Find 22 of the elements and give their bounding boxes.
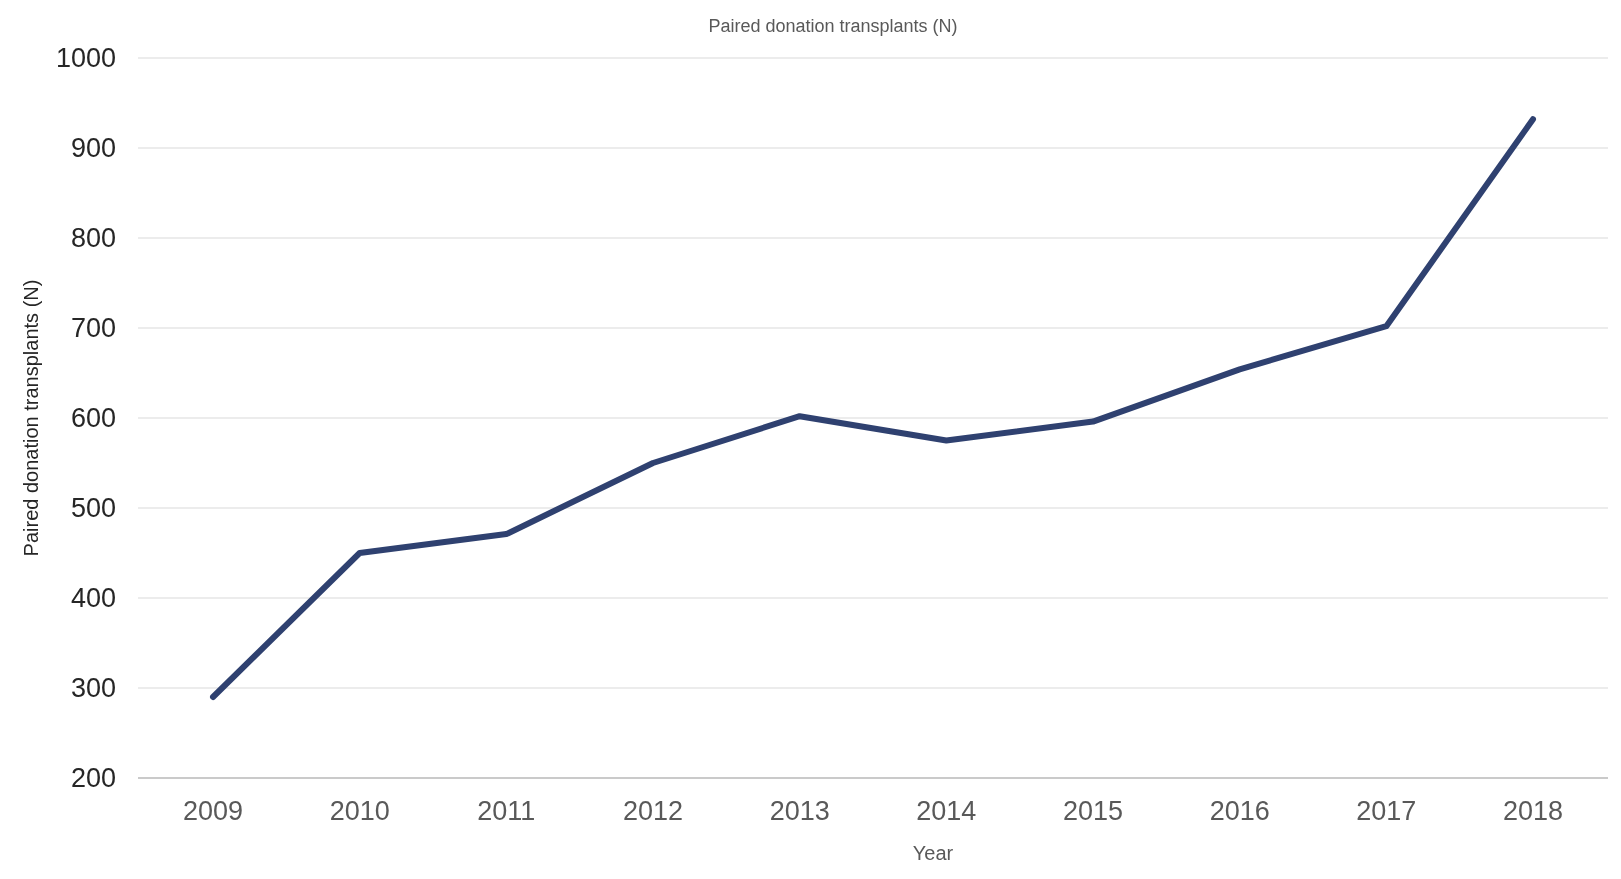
y-tick-label: 300	[70, 673, 116, 704]
x-tick-label: 2014	[916, 796, 977, 826]
y-axis-title: Paired donation transplants (N)	[20, 279, 42, 557]
x-tick-label: 2010	[329, 796, 390, 826]
x-tick-label: 2016	[1209, 796, 1270, 826]
chart-title: Paired donation transplants (N)	[708, 16, 958, 36]
x-axis-title: Year	[912, 842, 954, 864]
x-tick-label: 2015	[1062, 796, 1124, 826]
y-tick-label: 500	[70, 493, 116, 524]
y-tick-label: 400	[70, 583, 116, 614]
x-tick-label: 2018	[1502, 796, 1564, 826]
y-tick-label: 600	[70, 403, 116, 434]
x-tick-label: 2009	[182, 796, 244, 826]
y-tick-label: 700	[70, 313, 116, 344]
x-tick-label: 2012	[622, 796, 684, 826]
x-tick-label: 2017	[1356, 796, 1417, 826]
x-tick-label: 2013	[769, 796, 830, 826]
y-tick-label: 900	[70, 133, 116, 164]
y-tick-label: 1000	[55, 43, 116, 74]
y-tick-label: 200	[70, 763, 116, 794]
y-tick-label: 800	[70, 223, 116, 254]
x-tick-label: 2011	[477, 796, 536, 826]
